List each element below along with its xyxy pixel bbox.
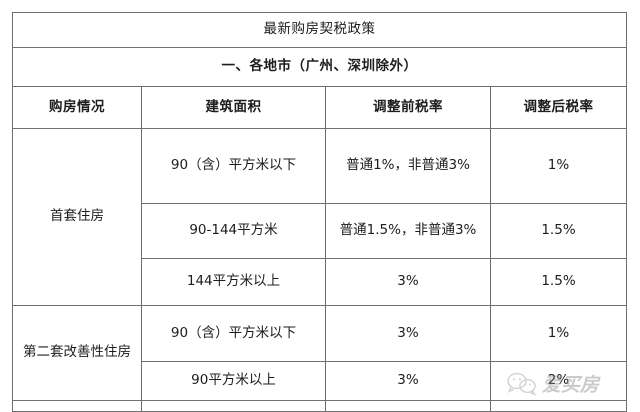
cell-rate-before: 3% (325, 258, 491, 306)
table-row: 144平方米以上 3% 1.5% (13, 258, 627, 306)
cell-empty (490, 400, 627, 412)
table-row-partial (12, 400, 627, 412)
table-header-row: 购房情况 建筑面积 调整前税率 调整后税率 (12, 86, 627, 129)
group-label-second-home: 第二套改善性住房 (12, 305, 142, 401)
cell-rate-after: 1.5% (490, 258, 627, 306)
cell-empty (325, 400, 491, 412)
cell-empty (12, 400, 142, 412)
column-header-rate-after: 调整后税率 (490, 86, 627, 129)
column-header-situation: 购房情况 (12, 86, 142, 129)
cell-rate-before: 3% (325, 361, 491, 401)
cell-area: 90平方米以上 (141, 361, 326, 401)
table-row: 90-144平方米 普通1.5%，非普通3% 1.5% (13, 203, 627, 259)
group-label-first-home: 首套住房 (12, 128, 142, 306)
table-row-title: 最新购房契税政策 (12, 12, 627, 48)
cell-area: 90（含）平方米以下 (141, 305, 326, 362)
cell-rate-before: 普通1%，非普通3% (325, 128, 491, 204)
cell-area: 144平方米以上 (141, 258, 326, 306)
table-row: 90平方米以上 3% 2% (13, 361, 627, 401)
tax-policy-table: 最新购房契税政策 一、各地市（广州、深圳除外） 购房情况 建筑面积 调整前税率 … (12, 12, 627, 412)
document-title: 最新购房契税政策 (12, 12, 627, 48)
cell-rate-after: 1.5% (490, 203, 627, 259)
column-header-rate-before: 调整前税率 (325, 86, 491, 129)
cell-area: 90（含）平方米以下 (141, 128, 326, 204)
column-header-area: 建筑面积 (141, 86, 326, 129)
cell-rate-after: 1% (490, 128, 627, 204)
cell-area: 90-144平方米 (141, 203, 326, 259)
cell-rate-after: 1% (490, 305, 627, 362)
cell-rate-before: 3% (325, 305, 491, 362)
table-row-subtitle: 一、各地市（广州、深圳除外） (12, 47, 627, 87)
table-row: 首套住房 90（含）平方米以下 普通1%，非普通3% 1% (12, 128, 627, 306)
cell-rate-after: 2% (490, 361, 627, 401)
document-subtitle: 一、各地市（广州、深圳除外） (12, 47, 627, 87)
cell-rate-before: 普通1.5%，非普通3% (325, 203, 491, 259)
cell-empty (141, 400, 326, 412)
table-row: 第二套改善性住房 90（含）平方米以下 3% 1% (12, 305, 627, 401)
